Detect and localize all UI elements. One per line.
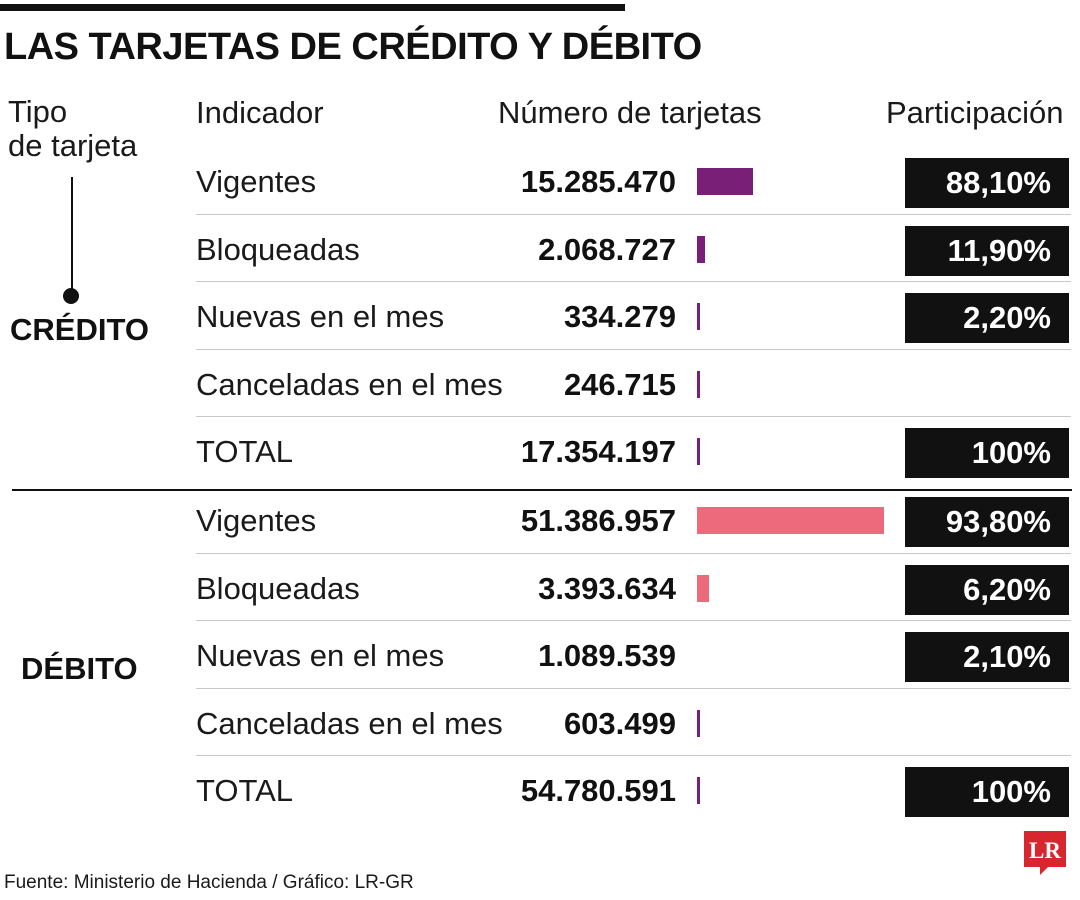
- row-separator: [196, 687, 1071, 689]
- header-participacion: Participación: [886, 95, 1064, 130]
- participacion-badge: 100%: [905, 428, 1069, 478]
- row-numero: 246.715: [563, 366, 676, 402]
- header-tipo-line1: Tipo: [8, 94, 68, 129]
- source-note: Fuente: Ministerio de Hacienda / Gráfico…: [4, 872, 414, 893]
- row-indicador: Bloqueadas: [196, 570, 360, 606]
- header-tipo-line2: de tarjeta: [8, 128, 138, 163]
- bar-mark: [697, 777, 700, 804]
- bar-mark: [697, 574, 709, 602]
- row-numero: 51.386.957: [520, 503, 676, 538]
- row-numero: 17.354.197: [520, 434, 676, 469]
- top-rule: [0, 4, 625, 11]
- row-indicador: Canceladas en el mes: [196, 705, 503, 741]
- row-separator: [196, 416, 1071, 417]
- group-connector-line: [71, 177, 73, 293]
- header-numero: Número de tarjetas: [498, 95, 762, 130]
- participacion-badge: 2,20%: [905, 293, 1069, 343]
- participacion-badge: 6,20%: [905, 564, 1069, 615]
- row-numero: 3.393.634: [538, 570, 676, 606]
- row-indicador: Vigentes: [196, 503, 317, 538]
- lr-logo-shape: [1024, 831, 1066, 875]
- participacion-badge: 93,80%: [905, 497, 1069, 547]
- bar-mark: [697, 303, 700, 330]
- header-indicador: Indicador: [196, 95, 324, 130]
- bar-mark: [697, 370, 700, 398]
- row-numero: 54.780.591: [520, 773, 676, 808]
- row-indicador: Nuevas en el mes: [196, 638, 445, 673]
- participacion-badge: 88,10%: [905, 158, 1069, 208]
- table-row: TOTAL 54.780.591 100%: [0, 757, 1080, 823]
- row-indicador: Vigentes: [196, 164, 317, 199]
- row-numero: 2.068.727: [538, 231, 676, 267]
- bar-mark: [697, 438, 700, 465]
- row-numero: 15.285.470: [520, 164, 676, 199]
- header-tipo: Tipo de tarjeta: [8, 95, 137, 163]
- row-numero: 334.279: [563, 299, 676, 334]
- row-indicador: Nuevas en el mes: [196, 299, 445, 334]
- row-numero: 603.499: [563, 705, 676, 741]
- lr-logo: LR: [1024, 831, 1066, 875]
- row-separator: [196, 281, 1071, 282]
- row-separator: [196, 755, 1071, 756]
- table-row: Canceladas en el mes 603.499: [0, 690, 1080, 756]
- row-numero: 1.089.539: [538, 638, 676, 673]
- row-separator: [196, 620, 1071, 621]
- table-row: TOTAL 17.354.197 100%: [0, 418, 1080, 484]
- row-separator: [196, 552, 1071, 554]
- group-label-debito: DÉBITO: [21, 651, 138, 686]
- chart-title: LAS TARJETAS DE CRÉDITO Y DÉBITO: [4, 26, 702, 68]
- group-label-credito: CRÉDITO: [10, 312, 149, 347]
- table-row: Vigentes 51.386.957 93,80%: [0, 487, 1080, 553]
- row-indicador: Bloqueadas: [196, 231, 360, 267]
- bar-mark: [697, 235, 705, 263]
- table-row: Canceladas en el mes 246.715: [0, 351, 1080, 417]
- row-indicador: TOTAL: [196, 773, 294, 808]
- table-row: Nuevas en el mes 1.089.539 2,10%: [0, 622, 1080, 688]
- group-connector-dot: [63, 288, 79, 304]
- row-separator: [196, 348, 1071, 350]
- row-indicador: Canceladas en el mes: [196, 366, 503, 402]
- bar-mark: [697, 168, 753, 195]
- table-row: Bloqueadas 2.068.727 11,90%: [0, 216, 1080, 282]
- table-row: Vigentes 15.285.470 88,10%: [0, 148, 1080, 214]
- table-row: Nuevas en el mes 334.279 2,20%: [0, 283, 1080, 349]
- participacion-badge: 11,90%: [905, 225, 1069, 276]
- table-row: Bloqueadas 3.393.634 6,20%: [0, 555, 1080, 621]
- row-indicador: TOTAL: [196, 434, 294, 469]
- participacion-badge: 100%: [905, 767, 1069, 817]
- bar-mark: [697, 507, 884, 534]
- bar-mark: [697, 709, 700, 737]
- participacion-badge: 2,10%: [905, 632, 1069, 682]
- group-separator: [12, 489, 1072, 491]
- row-separator: [196, 213, 1071, 215]
- lr-logo-text: LR: [1029, 838, 1061, 863]
